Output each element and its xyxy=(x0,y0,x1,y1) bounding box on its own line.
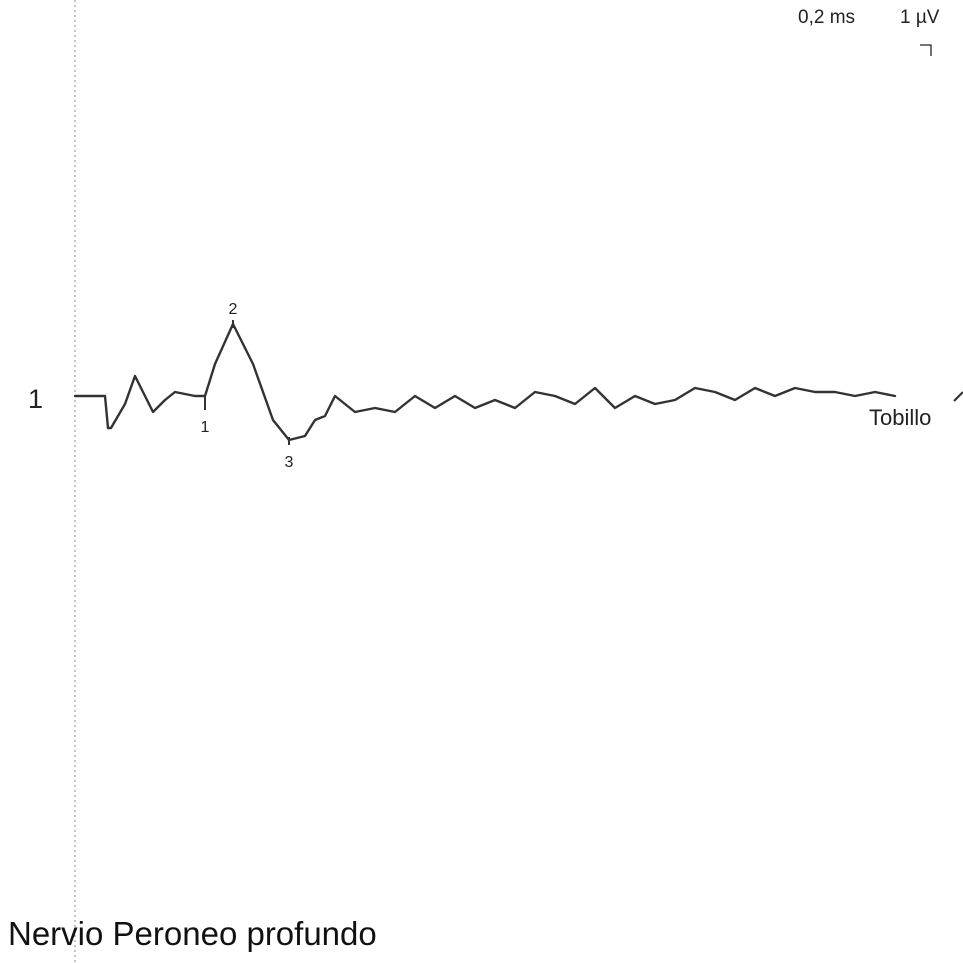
marker-group: 1 2 3 xyxy=(201,301,294,471)
peak-marker-label-1: 1 xyxy=(201,419,210,436)
nerve-title: Nervio Peroneo profundo xyxy=(8,915,377,952)
trace-continuation-tick xyxy=(953,391,963,402)
amplitude-scale-bracket xyxy=(920,44,932,56)
time-scale-label: 0,2 ms xyxy=(798,7,856,28)
peak-marker-label-3: 3 xyxy=(285,454,294,471)
trace-site-label: Tobillo xyxy=(869,405,932,430)
channel-number: 1 xyxy=(28,384,44,414)
trace-group xyxy=(73,322,897,442)
peak-marker-label-2: 2 xyxy=(229,301,238,318)
amplitude-scale-label: 1 µV xyxy=(900,7,940,28)
waveform-series-line xyxy=(73,322,897,442)
